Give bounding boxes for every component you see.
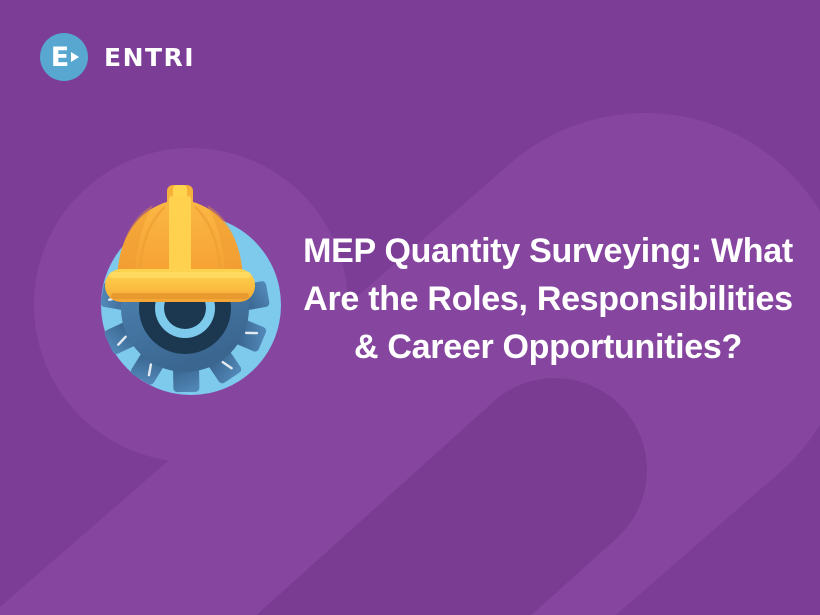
gear-icon: [100, 244, 270, 393]
entri-logo-mark: E: [40, 33, 88, 81]
brand-name: ENTRI: [104, 42, 196, 72]
page-title: MEP Quantity Surveying: What Are the Rol…: [277, 227, 819, 371]
logo-letter: E: [50, 41, 70, 73]
entri-logo: E ENTRI: [40, 33, 195, 81]
title-line-1: MEP Quantity Surveying: What: [303, 232, 793, 270]
hard-hat-gear-icon: [100, 185, 281, 395]
logo-play-icon: [71, 52, 80, 62]
title-line-2: Are the Roles, Responsibilities: [303, 280, 793, 318]
hard-hat-icon: [105, 185, 255, 302]
title-line-3: & Career Opportunities?: [354, 328, 742, 366]
